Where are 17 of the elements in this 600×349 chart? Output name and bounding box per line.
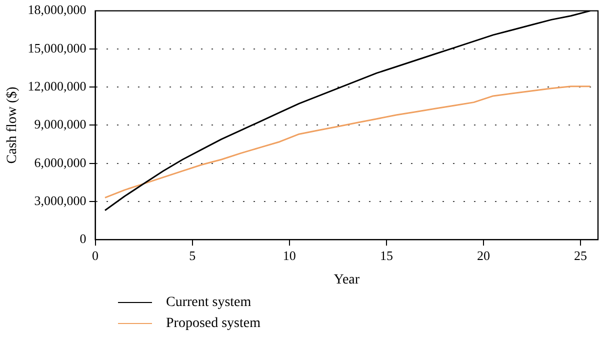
x-tick-label: 0 bbox=[92, 248, 99, 263]
x-tick-label: 15 bbox=[380, 248, 393, 263]
y-axis-title: Cash flow ($) bbox=[5, 86, 20, 164]
x-axis-title: Year bbox=[334, 272, 360, 288]
y-tick-label: 6,000,000 bbox=[34, 154, 86, 170]
x-tick-label: 20 bbox=[476, 248, 490, 263]
legend-label: Proposed system bbox=[166, 315, 260, 333]
y-tick-label: 9,000,000 bbox=[34, 116, 86, 132]
y-tick-label: 15,000,000 bbox=[28, 40, 86, 56]
legend-label: Current system bbox=[166, 294, 252, 312]
y-tick-label: 18,000,000 bbox=[28, 2, 86, 18]
x-tick-label: 25 bbox=[574, 248, 588, 263]
y-tick-label: 12,000,000 bbox=[28, 78, 86, 94]
x-tick-label: 5 bbox=[189, 248, 196, 263]
x-tick-label: 10 bbox=[282, 248, 296, 263]
y-tick-label: 3,000,000 bbox=[34, 192, 86, 208]
y-tick-label: 0 bbox=[80, 231, 86, 246]
